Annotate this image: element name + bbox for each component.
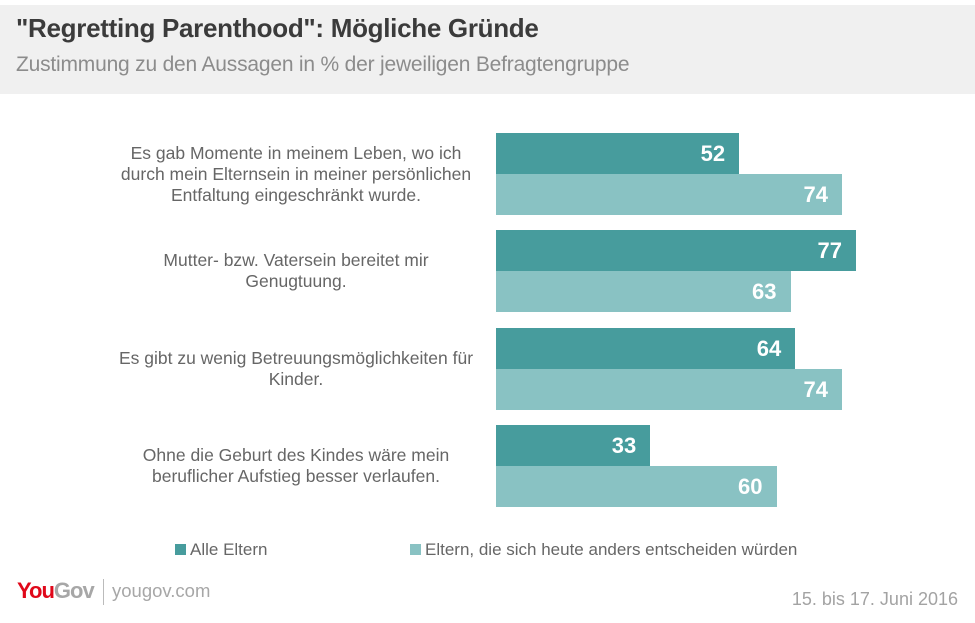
bar-anders-entscheiden: 63 bbox=[496, 271, 791, 313]
category-label: Es gab Momente in meinem Leben, wo ich d… bbox=[120, 142, 472, 205]
bar-anders-entscheiden: 60 bbox=[496, 465, 777, 507]
category-label: Ohne die Geburt des Kindes wäre mein ber… bbox=[142, 444, 450, 486]
legend-swatch bbox=[410, 544, 421, 555]
bar-value-label: 74 bbox=[803, 182, 828, 207]
logo-gov: Gov bbox=[53, 578, 95, 603]
chart-title: "Regretting Parenthood": Mögliche Gründe bbox=[16, 13, 539, 43]
bar-value-label: 63 bbox=[752, 279, 777, 305]
site-link[interactable]: yougov.com bbox=[112, 580, 211, 601]
legend-item-anders-entscheiden: Eltern, die sich heute anders entscheide… bbox=[410, 540, 797, 560]
bar-alle-eltern: 64 bbox=[496, 327, 796, 369]
footer-divider bbox=[103, 579, 104, 605]
bar-anders-entscheiden: 74 bbox=[496, 368, 842, 410]
logo-you: You bbox=[17, 578, 55, 603]
chart-subtitle: Zustimmung zu den Aussagen in % der jewe… bbox=[16, 53, 630, 76]
bar-value-label: 74 bbox=[803, 376, 828, 402]
legend-label: Eltern, die sich heute anders entscheide… bbox=[425, 540, 798, 559]
category-label: Es gibt zu wenig Betreuungsmöglichkeiten… bbox=[118, 347, 474, 389]
bar-value-label: 77 bbox=[817, 238, 842, 264]
legend-swatch bbox=[175, 544, 186, 555]
survey-date: 15. bis 17. Juni 2016 bbox=[791, 589, 958, 609]
yougov-logo[interactable]: YouGov bbox=[17, 578, 95, 604]
category-label: Mutter- bzw. Vatersein bereitet mir Genu… bbox=[163, 250, 429, 292]
bar-alle-eltern: 33 bbox=[496, 424, 651, 466]
bar-anders-entscheiden: 74 bbox=[496, 174, 842, 215]
bar-alle-eltern: 77 bbox=[496, 230, 856, 272]
chart-header: "Regretting Parenthood": Mögliche Gründe… bbox=[0, 5, 975, 94]
bar-value-label: 64 bbox=[756, 335, 782, 361]
legend-item-alle-eltern: Alle Eltern bbox=[175, 540, 267, 560]
bar-value-label: 33 bbox=[611, 432, 637, 458]
legend-label: Alle Eltern bbox=[190, 540, 268, 559]
bar-alle-eltern: 52 bbox=[496, 133, 740, 174]
bar-value-label: 60 bbox=[738, 473, 763, 499]
bar-value-label: 52 bbox=[700, 141, 726, 166]
